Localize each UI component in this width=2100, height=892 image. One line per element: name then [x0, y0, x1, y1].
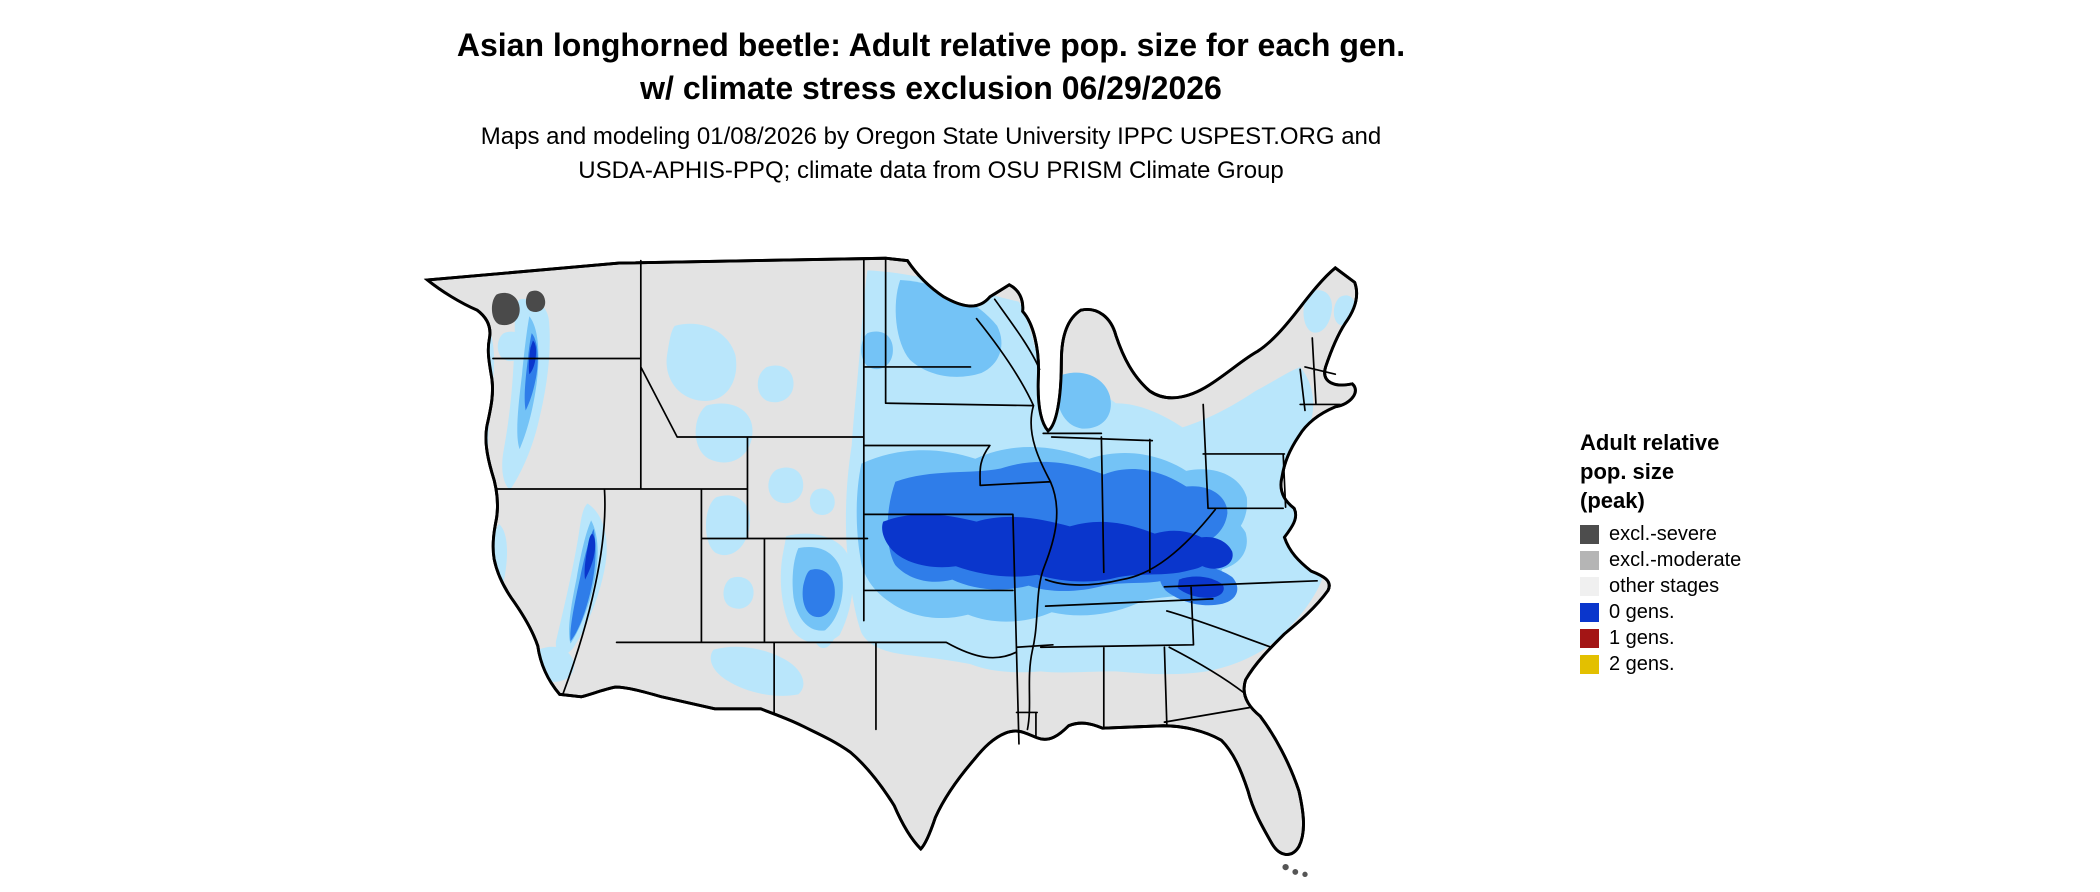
legend-label: excl.-moderate [1609, 549, 1742, 571]
legend-label: excl.-severe [1609, 523, 1717, 545]
legend-swatch-excl-moderate [1580, 550, 1599, 570]
map-legend: Adult relative pop. size (peak) excl.-se… [1580, 428, 1900, 677]
legend-swatch-2-gens [1580, 654, 1599, 674]
page-title: Asian longhorned beetle: Adult relative … [0, 24, 1862, 110]
legend-item: excl.-severe [1580, 521, 1900, 547]
pop-peak-layer [528, 340, 1233, 598]
legend-item: 2 gens. [1580, 651, 1900, 677]
legend-title-line3: (peak) [1580, 488, 1645, 513]
page-subtitle: Maps and modeling 01/08/2026 by Oregon S… [0, 120, 1862, 188]
legend-title: Adult relative pop. size (peak) [1580, 428, 1900, 515]
legend-label: other stages [1609, 575, 1720, 597]
legend-item: 0 gens. [1580, 599, 1900, 625]
legend-item: 1 gens. [1580, 625, 1900, 651]
legend-label: 1 gens. [1609, 627, 1675, 649]
excl-severe-layer [491, 290, 546, 326]
population-layers [481, 270, 1356, 696]
page-title-line2: w/ climate stress exclusion 06/29/2026 [640, 70, 1222, 106]
state-borders [492, 258, 1341, 745]
page-subtitle-line1: Maps and modeling 01/08/2026 by Oregon S… [480, 123, 1382, 150]
legend-swatch-other-stages [1580, 576, 1599, 596]
legend-title-line1: Adult relative [1580, 430, 1720, 455]
page-subtitle-line2: USDA-APHIS-PPQ; climate data from OSU PR… [578, 157, 1284, 184]
legend-item: other stages [1580, 573, 1900, 599]
legend-item: excl.-moderate [1580, 547, 1900, 573]
us-map-container [316, 222, 1528, 884]
legend-swatch-1-gens [1580, 628, 1599, 648]
us-map [426, 256, 1359, 877]
legend-title-line2: pop. size [1580, 459, 1675, 484]
florida-keys-dots [1282, 863, 1308, 877]
page-title-line1: Asian longhorned beetle: Adult relative … [456, 27, 1406, 63]
legend-swatch-0-gens [1580, 602, 1599, 622]
legend-swatch-excl-severe [1580, 524, 1599, 544]
legend-label: 2 gens. [1609, 653, 1675, 675]
legend-items: excl.-severe excl.-moderate other stages… [1580, 521, 1900, 677]
legend-label: 0 gens. [1609, 601, 1675, 623]
